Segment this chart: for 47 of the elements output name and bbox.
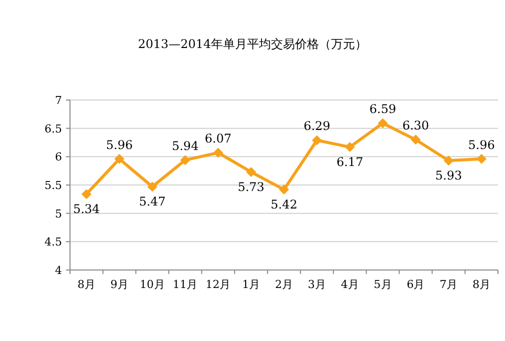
chart-title: 2013—2014年单月平均交易价格（万元）: [138, 37, 368, 51]
y-tick-label: 5: [55, 207, 62, 220]
data-label: 5.47: [138, 194, 166, 209]
data-label: 5.93: [435, 168, 462, 183]
x-tick-label: 1月: [242, 278, 260, 291]
x-tick-label: 6月: [406, 278, 425, 291]
point: [114, 154, 124, 164]
data-label: 5.94: [172, 139, 199, 154]
x-tick-label: 8月: [77, 278, 96, 291]
point: [180, 155, 190, 166]
point: [344, 142, 355, 152]
data-label: 6.30: [402, 118, 430, 133]
data-label: 6.07: [204, 132, 232, 146]
data-label: 5.42: [270, 198, 298, 212]
point: [410, 134, 421, 145]
point: [378, 118, 388, 128]
x-tick-label: 5月: [374, 278, 392, 291]
data-label: 6.17: [336, 155, 364, 170]
x-tick-label: 10月: [140, 278, 165, 291]
x-tick-label: 7月: [440, 278, 458, 291]
y-tick-label: 6: [55, 150, 62, 164]
point: [81, 189, 92, 200]
point: [476, 154, 487, 164]
point: [444, 156, 454, 166]
y-tick-label: 6.5: [44, 122, 62, 136]
point: [213, 148, 224, 158]
x-tick-label: 3月: [308, 278, 326, 291]
x-tick-label: 12月: [206, 278, 231, 291]
data-label: 5.73: [238, 180, 264, 194]
data-label: 5.96: [468, 138, 495, 152]
y-tick-label: 4.5: [44, 236, 62, 249]
point: [246, 166, 256, 177]
data-label: 5.96: [106, 138, 133, 152]
x-tick-label: 9月: [110, 278, 128, 291]
data-label: 5.34: [73, 202, 100, 216]
x-tick-label: 11月: [172, 278, 198, 291]
point: [312, 135, 322, 146]
x-tick-label: 4月: [340, 278, 359, 291]
x-tick-label: 8月: [472, 278, 491, 291]
y-tick-label: 7: [55, 94, 62, 107]
point: [147, 182, 158, 192]
data-label: 6.29: [304, 119, 330, 134]
x-tick-label: 2月: [275, 278, 293, 291]
data-label: 6.59: [369, 102, 396, 116]
point: [279, 184, 289, 195]
y-tick-label: 5.5: [44, 179, 62, 192]
y-tick-label: 4: [55, 264, 62, 277]
